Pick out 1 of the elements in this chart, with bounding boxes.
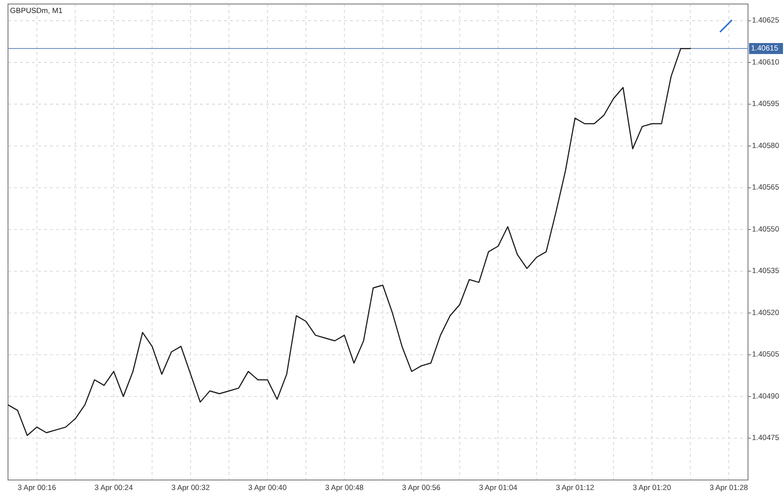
line-series xyxy=(8,48,691,436)
